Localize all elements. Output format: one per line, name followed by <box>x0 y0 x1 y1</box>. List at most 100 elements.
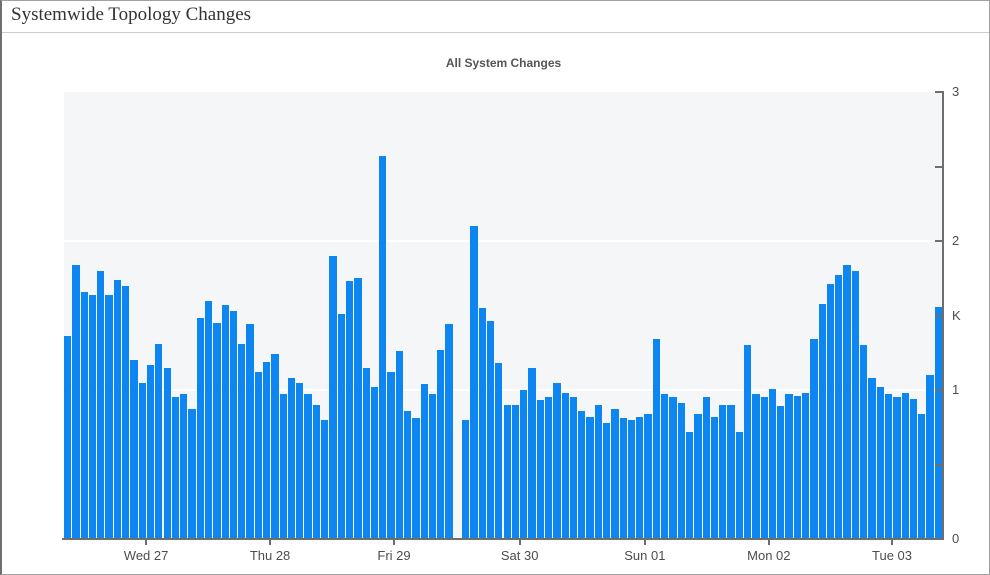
bar <box>403 411 412 539</box>
bar <box>180 394 188 539</box>
y-tick-3 <box>935 91 943 93</box>
bar <box>105 295 113 539</box>
bar <box>669 397 677 539</box>
bar <box>810 339 818 539</box>
bar <box>428 394 437 539</box>
bar <box>221 305 229 539</box>
bar <box>188 409 196 539</box>
bar <box>445 324 453 539</box>
bar <box>586 417 594 539</box>
bar <box>835 275 843 539</box>
x-tick <box>145 540 148 545</box>
bar <box>685 432 694 539</box>
bar <box>561 393 569 539</box>
bar <box>329 256 337 539</box>
bar <box>138 383 146 539</box>
bar <box>296 383 304 539</box>
bar <box>379 156 387 539</box>
bar <box>88 295 97 539</box>
bar <box>702 397 710 539</box>
bar <box>843 265 851 539</box>
bar <box>122 286 130 539</box>
bar <box>627 420 636 539</box>
bar <box>395 351 403 539</box>
bar <box>437 350 445 539</box>
bar <box>470 226 478 539</box>
bar <box>503 405 511 539</box>
bar <box>287 378 296 539</box>
x-tick <box>767 540 770 545</box>
bar <box>536 400 544 539</box>
bar <box>934 307 942 539</box>
bar <box>130 360 138 539</box>
gridline-2 <box>64 240 943 242</box>
bar <box>362 368 370 539</box>
bar <box>553 383 561 539</box>
y-axis-label-0: 0 <box>952 531 960 546</box>
bar <box>652 339 661 539</box>
y-axis-label-2: 2 <box>952 233 960 248</box>
bar <box>146 365 155 539</box>
bar <box>511 405 520 539</box>
page-title: Systemwide Topology Changes <box>11 4 252 25</box>
bar <box>271 354 279 539</box>
bar <box>337 314 345 539</box>
bar <box>818 304 826 539</box>
y-tick-0 <box>935 538 943 540</box>
x-tick <box>643 540 646 545</box>
y-axis-label-3: 3 <box>952 84 960 99</box>
bar <box>735 432 743 539</box>
bar <box>777 406 785 539</box>
bar <box>603 423 611 539</box>
x-axis-label: Thu 28 <box>249 548 291 563</box>
bar <box>204 301 213 539</box>
bar <box>80 292 88 539</box>
bar <box>636 417 644 539</box>
bar <box>412 418 420 539</box>
bar <box>171 397 180 539</box>
gridline-1 <box>64 389 943 391</box>
bar <box>743 345 752 539</box>
bar <box>345 281 354 539</box>
x-axis-line <box>62 538 944 540</box>
bar <box>279 394 287 539</box>
bar <box>420 384 428 539</box>
bar <box>802 393 810 539</box>
bar <box>528 368 536 539</box>
bar <box>354 278 362 539</box>
bar <box>918 414 926 539</box>
bar <box>619 418 627 539</box>
bar <box>64 336 72 539</box>
x-tick <box>891 540 893 545</box>
title-divider <box>2 32 989 33</box>
y-axis-label-1: 1 <box>952 382 960 397</box>
bar <box>760 397 768 539</box>
bar <box>710 417 719 539</box>
bar <box>868 378 876 539</box>
y-axis-label-K: K <box>952 307 961 323</box>
bar <box>254 372 262 539</box>
x-axis-label: Mon 02 <box>747 548 791 563</box>
bar <box>213 323 221 539</box>
bar <box>893 397 901 539</box>
bar <box>826 284 835 539</box>
bar <box>246 324 254 539</box>
bar <box>793 396 802 539</box>
bar <box>263 362 271 539</box>
plot-area <box>64 92 943 539</box>
bar <box>611 409 619 539</box>
bar <box>312 405 321 539</box>
bar <box>163 368 171 539</box>
x-tick <box>269 540 272 545</box>
x-axis-label: Sat 30 <box>500 548 539 563</box>
bar <box>229 311 238 539</box>
bar <box>155 344 163 539</box>
x-tick <box>393 540 396 545</box>
bar <box>860 345 868 539</box>
x-axis-label: Wed 27 <box>123 548 169 563</box>
bar <box>694 414 702 539</box>
bar <box>719 405 727 539</box>
bar <box>851 271 860 539</box>
bar <box>727 405 735 539</box>
